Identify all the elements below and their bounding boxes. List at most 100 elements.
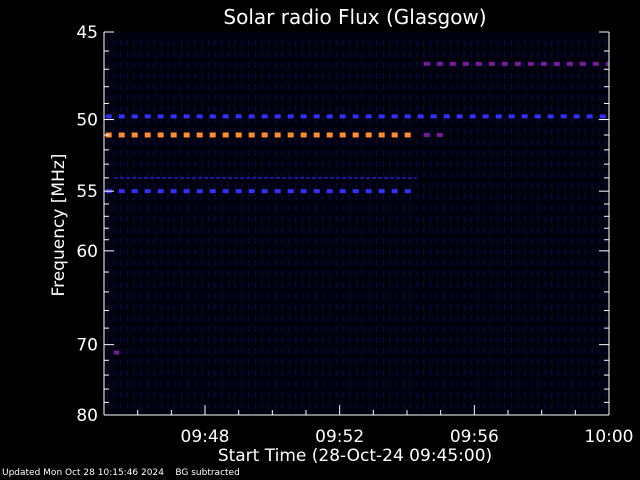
band-segment-3: [144, 114, 151, 119]
band-segment-0: [352, 132, 359, 138]
band-segment-3: [573, 114, 580, 119]
band-segment-2: [365, 189, 372, 194]
band-segment-2: [352, 189, 359, 194]
band-segment-2: [274, 189, 281, 194]
band-segment-3: [560, 114, 567, 119]
band-segment-5: [348, 176, 353, 179]
plot-area: [104, 32, 609, 415]
x-axis-label: Start Time (28-Oct-24 09:45:00): [218, 446, 492, 466]
band-segment-5: [396, 176, 401, 179]
band-segment-3: [287, 114, 294, 119]
band-segment-4: [514, 61, 521, 66]
band-segment-3: [274, 114, 281, 119]
band-segment-5: [378, 176, 383, 179]
band-segment-0: [196, 132, 203, 138]
band-segment-5: [156, 176, 161, 179]
x-tick-label: 09:56: [450, 427, 499, 447]
band-segment-2: [157, 189, 164, 194]
band-segment-3: [313, 114, 320, 119]
band-segment-0: [339, 132, 346, 138]
band-segment-3: [599, 114, 606, 119]
band-segment-3: [508, 114, 515, 119]
band-segment-2: [378, 189, 385, 194]
band-segment-0: [300, 132, 307, 138]
band-segment-5: [180, 176, 185, 179]
band-segment-5: [192, 176, 197, 179]
band-segment-3: [170, 114, 177, 119]
band-segment-5: [402, 176, 407, 179]
band-segment-5: [138, 176, 143, 179]
band-segment-3: [469, 114, 476, 119]
band-segment-4: [449, 61, 456, 66]
band-segment-5: [270, 176, 275, 179]
band-segment-3: [248, 114, 255, 119]
x-tick-label: 09:48: [181, 427, 230, 447]
band-segment-2: [248, 189, 255, 194]
band-segment-5: [252, 176, 257, 179]
band-segment-0: [131, 132, 138, 138]
band-segment-3: [391, 114, 398, 119]
band-segment-5: [366, 176, 371, 179]
band-segment-4: [436, 61, 443, 66]
band-segment-2: [131, 189, 138, 194]
band-segment-0: [170, 132, 177, 138]
band-segment-5: [300, 176, 305, 179]
band-segment-5: [222, 176, 227, 179]
x-tick-label: 09:52: [315, 427, 364, 447]
band-segment-2: [391, 189, 398, 194]
y-tick-label: 55: [76, 182, 98, 202]
band-segment-5: [234, 176, 239, 179]
band-segment-2: [261, 189, 268, 194]
band-segment-3: [183, 114, 190, 119]
band-segment-4: [527, 61, 534, 66]
band-segment-5: [372, 176, 377, 179]
y-tick-label: 80: [76, 406, 98, 426]
band-segment-2: [287, 189, 294, 194]
band-segment-3: [534, 114, 541, 119]
band-segment-3: [482, 114, 489, 119]
band-segment-4: [579, 61, 586, 66]
band-segment-0: [404, 132, 411, 138]
y-tick-label: 70: [76, 336, 98, 356]
band-segment-1: [423, 132, 430, 137]
band-segment-5: [126, 176, 131, 179]
band-segment-5: [240, 176, 245, 179]
band-segment-5: [282, 176, 287, 179]
band-segment-3: [443, 114, 450, 119]
band-segment-3: [209, 114, 216, 119]
band-segment-6: [114, 350, 120, 355]
band-segment-2: [300, 189, 307, 194]
band-segment-5: [360, 176, 365, 179]
band-segment-0: [157, 132, 164, 138]
band-segment-5: [114, 176, 119, 179]
band-segment-5: [414, 176, 418, 179]
band-segment-4: [488, 61, 495, 66]
band-segment-2: [326, 189, 333, 194]
y-axis-label: Frequency [MHz]: [49, 154, 69, 297]
band-segment-4: [566, 61, 573, 66]
band-segment-5: [324, 176, 329, 179]
band-segment-5: [342, 176, 347, 179]
band-segment-3: [378, 114, 385, 119]
band-segment-3: [365, 114, 372, 119]
band-segment-5: [144, 176, 149, 179]
band-segment-5: [186, 176, 191, 179]
band-segment-5: [174, 176, 179, 179]
band-segment-5: [354, 176, 359, 179]
band-segment-2: [144, 189, 151, 194]
band-segment-2: [209, 189, 216, 194]
band-segment-2: [222, 189, 229, 194]
band-segment-4: [605, 61, 609, 66]
band-segment-3: [118, 114, 125, 119]
band-segment-3: [105, 114, 112, 119]
y-tick-label: 50: [76, 111, 98, 131]
band-segment-2: [339, 189, 346, 194]
band-segment-4: [475, 61, 482, 66]
band-segment-3: [339, 114, 346, 119]
band-segment-5: [288, 176, 293, 179]
band-segment-5: [150, 176, 155, 179]
band-segment-5: [330, 176, 335, 179]
band-segment-5: [312, 176, 317, 179]
band-segment-5: [246, 176, 251, 179]
